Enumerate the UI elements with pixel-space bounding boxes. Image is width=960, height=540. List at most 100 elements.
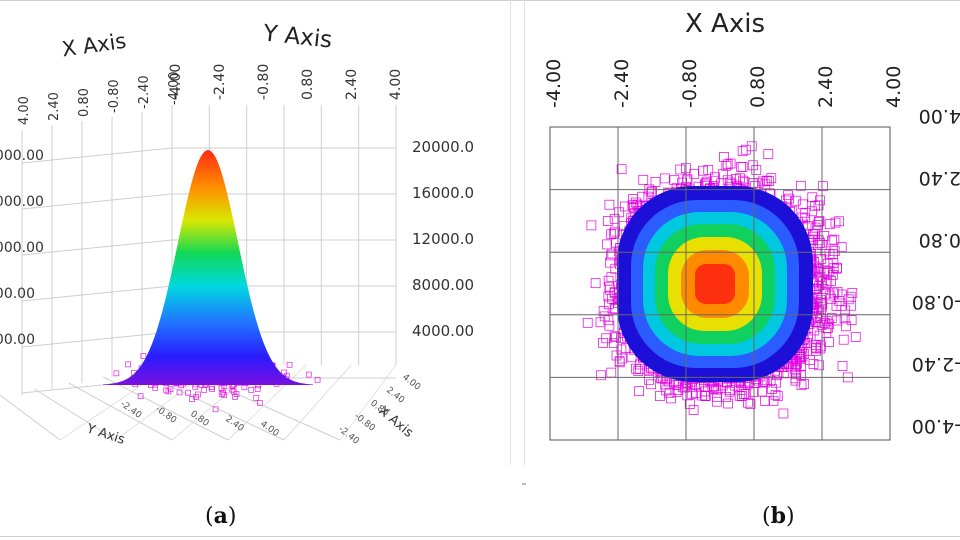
grid-line <box>21 147 173 164</box>
scatter-point <box>305 371 312 378</box>
x-tick-label: -0.80 <box>107 79 122 113</box>
scatter-point <box>611 350 622 361</box>
grid-line <box>68 382 173 441</box>
bottom-x-tick: -2.40 <box>336 424 361 446</box>
scatter-point <box>829 246 840 257</box>
scatter-point <box>634 386 644 397</box>
y-tick-label: -0.80 <box>912 291 960 313</box>
scatter-point <box>761 175 772 186</box>
scatter-point <box>690 388 701 399</box>
scatter-point <box>763 149 774 159</box>
scatter-point <box>831 301 842 311</box>
scatter-point <box>807 192 818 203</box>
scatter-point <box>725 385 735 396</box>
x-tick-label: 0.80 <box>747 66 769 108</box>
y-tick-label: 2.40 <box>919 167 960 189</box>
scatter-point <box>209 386 215 392</box>
scatter-point <box>614 207 625 218</box>
scatter-point <box>836 242 847 252</box>
scatter-point <box>201 387 208 393</box>
scatter-point <box>767 384 777 394</box>
bottom-y-tick: 2.40 <box>223 414 245 434</box>
scatter-point <box>824 219 835 230</box>
scatter-point <box>664 387 675 398</box>
x-tick-label: -2.40 <box>611 59 633 108</box>
scatter-point <box>834 216 844 227</box>
scatter-point <box>604 299 614 310</box>
scatter-point <box>809 325 820 336</box>
scatter-point <box>771 377 781 388</box>
scatter-point <box>610 226 620 237</box>
bottom-y-axis-title: Y Axis <box>84 421 127 448</box>
scatter-point <box>813 200 824 211</box>
scatter-point <box>722 175 733 186</box>
scatter-point <box>796 370 806 380</box>
scatter-point <box>602 216 613 226</box>
scatter-point <box>707 382 718 392</box>
scatter-point <box>757 176 768 187</box>
scatter-point <box>832 315 843 326</box>
scatter-point <box>638 174 649 185</box>
scatter-point <box>846 315 857 326</box>
scatter-point <box>606 272 617 283</box>
scatter-point <box>609 331 620 342</box>
y-tick-label: -4.00 <box>912 415 960 437</box>
scatter-point <box>737 391 747 402</box>
y-tick-label: 0.80 <box>300 69 316 100</box>
scatter-point <box>286 361 293 368</box>
scatter-point <box>659 173 670 184</box>
bottom-y-tick: 4.00 <box>258 419 280 439</box>
grid-line <box>339 364 397 441</box>
grid-line <box>283 364 352 441</box>
scatter-point <box>826 313 837 323</box>
y-tick-label: -4.00 <box>168 64 184 100</box>
scatter-point <box>814 360 824 371</box>
gaussian-surface <box>103 150 313 385</box>
scatter-point <box>595 317 606 328</box>
scatter-point <box>616 164 627 175</box>
scatter-point <box>712 392 722 402</box>
separator-mark <box>522 483 526 485</box>
scatter-point <box>760 179 771 190</box>
scatter-point <box>748 178 758 188</box>
scatter-point <box>603 291 614 302</box>
scatter-point <box>826 293 836 304</box>
scatter-point <box>783 190 793 201</box>
scatter-point <box>807 228 818 239</box>
grid-line <box>21 193 173 210</box>
scatter-point <box>719 152 729 162</box>
scatter-point <box>815 238 825 248</box>
scatter-point <box>605 257 615 268</box>
scatter-point <box>256 400 263 406</box>
scatter-point <box>314 376 321 383</box>
z-tick-label-left: 2000.00 <box>0 240 44 256</box>
scatter-point <box>647 186 657 197</box>
scatter-point <box>140 353 147 359</box>
scatter-point <box>819 266 830 277</box>
scatter-point <box>832 262 842 273</box>
scatter-point <box>617 353 627 364</box>
scatter-point <box>824 266 835 276</box>
y-tick-label: -2.40 <box>912 353 960 375</box>
scatter-point <box>163 387 170 394</box>
grid-line <box>21 285 173 302</box>
scatter-point <box>808 231 819 242</box>
scatter-point <box>816 304 826 315</box>
scatter-point <box>800 213 811 224</box>
scatter-point <box>839 313 850 324</box>
caption-b: (b) <box>762 503 795 529</box>
scatter-point <box>633 366 644 376</box>
scatter-point <box>829 288 839 299</box>
scatter-point <box>137 393 144 400</box>
z-tick-label: 12000.0 <box>412 230 474 248</box>
scatter-point <box>834 296 845 306</box>
z-tick-label-left: 0000.00 <box>0 148 44 164</box>
scatter-point <box>811 343 821 354</box>
scatter-point <box>738 175 748 186</box>
scatter-point <box>113 370 120 377</box>
scatter-point <box>185 389 191 396</box>
scatter-point <box>666 393 676 404</box>
scatter-point <box>740 144 751 155</box>
bottom-x-tick: -0.80 <box>352 411 377 433</box>
scatter-point <box>790 195 801 206</box>
